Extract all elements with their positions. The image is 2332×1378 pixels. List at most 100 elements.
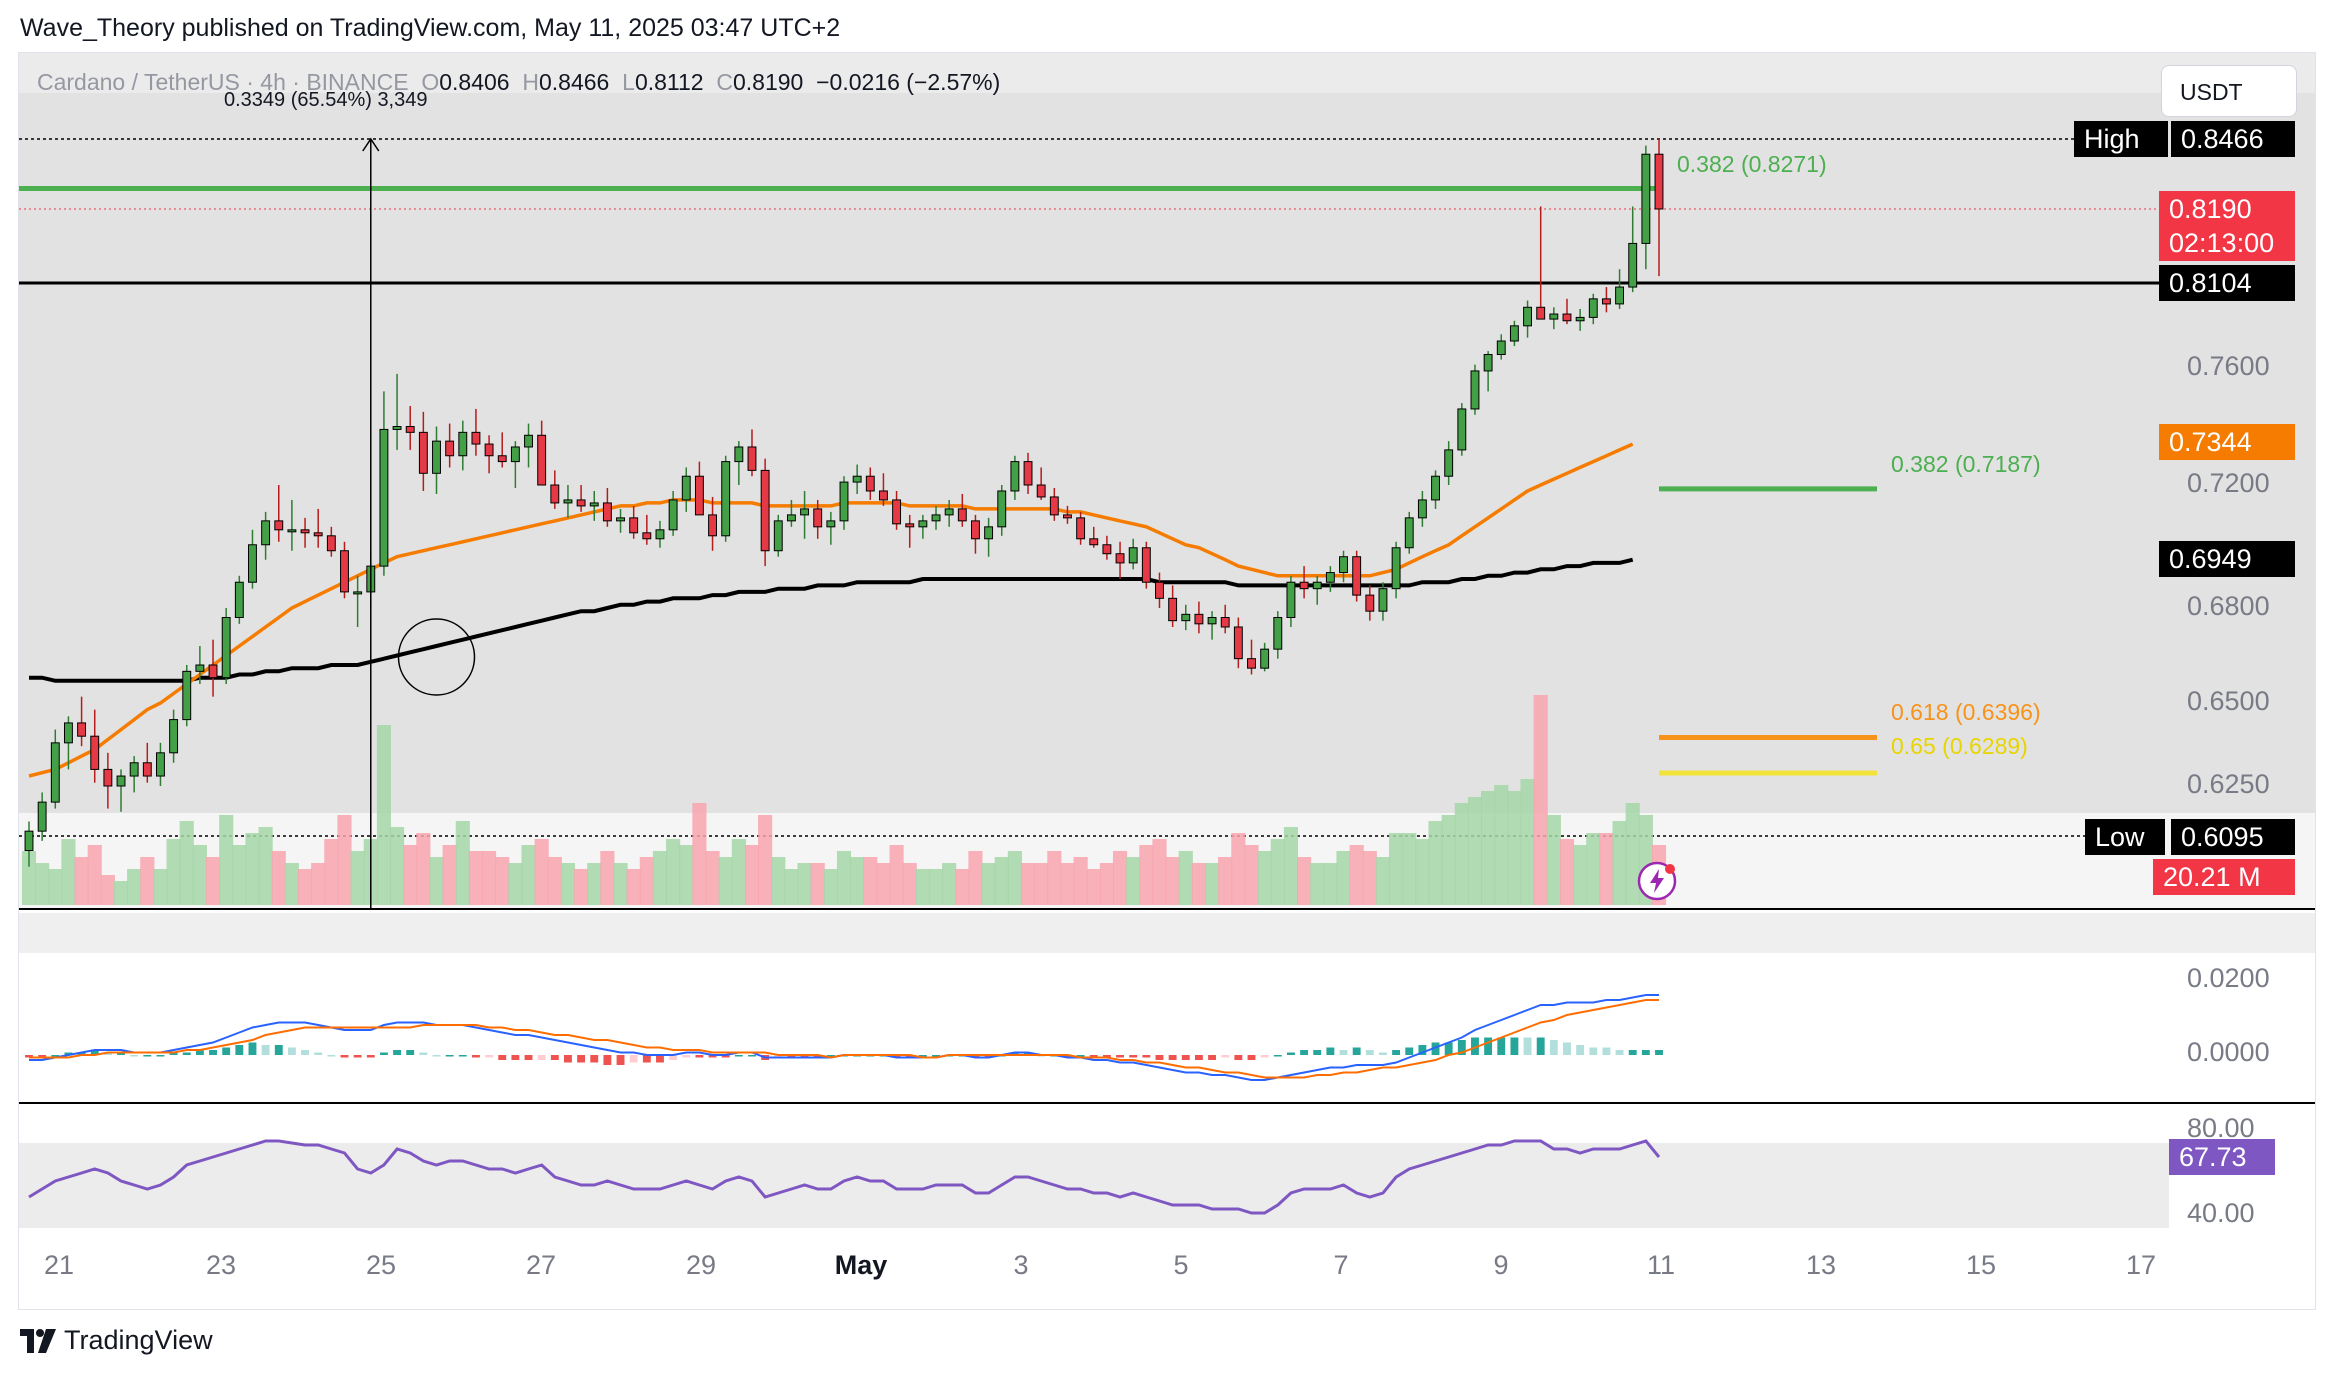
close-label: C <box>716 69 733 95</box>
macd-histogram-bar <box>143 1055 151 1057</box>
candle-body <box>1129 548 1137 563</box>
volume-bar <box>929 869 943 905</box>
candle-body <box>735 447 743 462</box>
volume-bar <box>1428 821 1442 905</box>
candle-body <box>209 665 217 678</box>
chart-container[interactable]: Cardano / TetherUS · 4h · BINANCE O0.840… <box>18 52 2316 1310</box>
candle-body <box>143 763 151 776</box>
publisher-caption: Wave_Theory published on TradingView.com… <box>20 14 840 43</box>
measure-label: 0.3349 (65.54%) 3,349 <box>224 89 428 112</box>
lightning-icon[interactable] <box>1637 861 1677 901</box>
footer-brand[interactable]: TradingView <box>20 1325 213 1356</box>
macd-histogram-bar <box>1510 1038 1518 1056</box>
macd-histogram-bar <box>314 1053 322 1056</box>
candle-body <box>235 582 243 617</box>
volume-bar <box>1205 863 1219 905</box>
candle-body <box>564 500 572 503</box>
high-tag-label: High <box>2074 121 2168 157</box>
close-value: 0.8190 <box>733 69 803 95</box>
volume-bar <box>640 857 654 905</box>
macd-histogram-bar <box>1589 1048 1597 1056</box>
candle-body <box>1563 314 1571 321</box>
candle-body <box>1326 573 1334 583</box>
volume-bar <box>916 869 930 905</box>
volume-bar <box>75 857 89 905</box>
candle-body <box>1353 557 1361 595</box>
macd-histogram-bar <box>1655 1050 1663 1055</box>
currency-button[interactable]: USDT <box>2161 65 2297 117</box>
volume-bar <box>1008 851 1022 905</box>
macd-histogram-bar <box>1208 1055 1216 1060</box>
candle-body <box>1116 554 1124 563</box>
macd-histogram-bar <box>183 1053 191 1056</box>
macd-histogram-bar <box>1629 1050 1637 1055</box>
volume-bar <box>1271 839 1285 905</box>
volume-bar <box>1376 857 1390 905</box>
volume-bar <box>679 845 693 905</box>
candle-body <box>1576 317 1584 320</box>
macd-histogram-bar <box>275 1045 283 1055</box>
macd-histogram-bar <box>1142 1055 1150 1058</box>
volume-bar <box>692 803 706 905</box>
volume-bar <box>1126 857 1140 905</box>
macd-histogram-bar <box>1353 1048 1361 1056</box>
macd-histogram-bar <box>446 1055 454 1057</box>
chart-canvas[interactable] <box>19 53 2315 1309</box>
date-axis-label: 13 <box>1806 1250 1836 1281</box>
volume-bar <box>167 839 181 905</box>
candle-body <box>774 521 782 551</box>
macd-histogram-bar <box>327 1055 335 1057</box>
candle-body <box>288 530 296 532</box>
date-axis-label: 23 <box>206 1250 236 1281</box>
candle-body <box>91 736 99 769</box>
volume-bar <box>180 821 194 905</box>
candle-body <box>406 427 414 433</box>
macd-histogram-bar <box>1326 1048 1334 1056</box>
volume-bar <box>758 815 772 905</box>
volume-bar <box>561 863 575 905</box>
volume-bar <box>982 863 996 905</box>
macd-histogram-bar <box>262 1045 270 1055</box>
candle-body <box>38 802 46 831</box>
rsi-band <box>19 1143 2169 1228</box>
date-axis-label: 7 <box>1333 1250 1348 1281</box>
volume-bar <box>942 863 956 905</box>
candle-body <box>669 500 677 530</box>
macd-axis-label: 0.0200 <box>2187 963 2270 994</box>
candle-body <box>551 485 559 503</box>
volume-bar <box>824 869 838 905</box>
rsi-axis-label: 40.00 <box>2187 1198 2255 1229</box>
volume-bar <box>416 833 430 905</box>
volume-bar <box>101 875 115 905</box>
candle-body <box>1221 618 1229 628</box>
candle-body <box>1340 557 1348 573</box>
candle-body <box>1484 355 1492 371</box>
macd-histogram-bar <box>157 1055 165 1057</box>
volume-bar <box>1310 863 1324 905</box>
macd-histogram-bar <box>1379 1053 1387 1056</box>
volume-bar <box>548 857 562 905</box>
macd-histogram-bar <box>1405 1048 1413 1056</box>
volume-bar <box>1363 851 1377 905</box>
macd-histogram-bar <box>406 1050 414 1055</box>
candle-body <box>1261 649 1269 668</box>
current-price-tag: 0.8190 <box>2159 191 2295 227</box>
candle-body <box>1524 307 1532 326</box>
candle-body <box>222 618 230 678</box>
macd-pane-shade <box>19 913 2315 953</box>
macd-histogram-bar <box>130 1055 138 1057</box>
candle-body <box>1287 582 1295 617</box>
candle-body <box>1090 539 1098 545</box>
volume-bar <box>259 827 273 905</box>
macd-histogram-bar <box>1300 1050 1308 1055</box>
candle-body <box>1050 497 1058 515</box>
macd-histogram-bar <box>209 1050 217 1055</box>
macd-histogram-bar <box>735 1055 743 1057</box>
macd-histogram-bar <box>1563 1043 1571 1056</box>
volume-bar <box>745 845 759 905</box>
volume-bar <box>1244 845 1258 905</box>
macd-histogram-bar <box>1274 1055 1282 1057</box>
open-value: 0.8406 <box>439 69 509 95</box>
candle-body <box>327 536 335 551</box>
volume-bar <box>1599 833 1613 905</box>
